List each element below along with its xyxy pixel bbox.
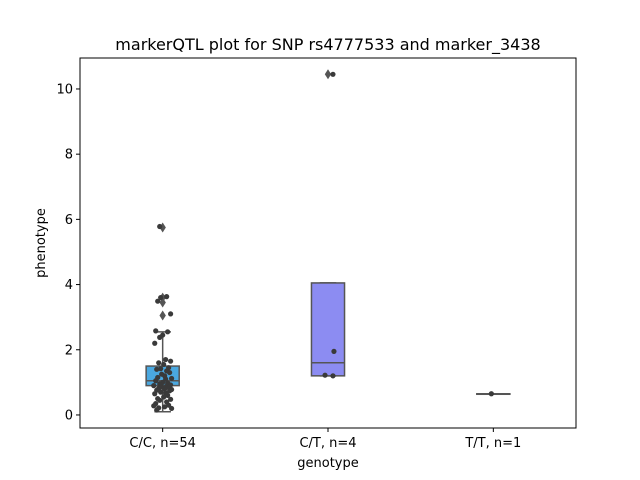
data-point [161, 394, 167, 400]
y-tick-label: 2 [65, 343, 73, 358]
y-tick-label: 8 [65, 148, 73, 163]
y-tick-label: 10 [56, 82, 73, 97]
data-point [167, 369, 173, 376]
data-point [157, 397, 163, 403]
y-tick-label: 4 [65, 278, 73, 293]
data-point [151, 383, 157, 389]
data-point [168, 358, 174, 364]
data-point [168, 396, 174, 402]
chart-title: markerQTL plot for SNP rs4777533 and mar… [115, 35, 540, 55]
data-point [168, 405, 175, 412]
data-point [163, 356, 169, 363]
data-point [164, 294, 170, 300]
plot-frame [79, 57, 577, 429]
y-tick-label: 0 [65, 408, 73, 423]
x-tick-label: C/T, n=4 [299, 436, 356, 451]
data-point [158, 295, 164, 301]
x-tick-label: T/T, n=1 [464, 436, 521, 451]
data-point [152, 340, 158, 346]
data-point [151, 403, 157, 409]
data-point [158, 389, 164, 395]
y-axis-label: phenotype [34, 208, 49, 278]
data-point [165, 329, 171, 335]
data-point [156, 360, 162, 366]
data-point [162, 386, 168, 392]
data-point [165, 392, 171, 399]
data-point [331, 348, 337, 354]
data-point [330, 71, 336, 77]
data-point [153, 378, 159, 384]
data-point [154, 366, 160, 372]
data-point [158, 366, 164, 372]
outlier-marker [159, 310, 166, 321]
outlier-marker [324, 69, 332, 80]
data-point [162, 404, 168, 410]
x-axis-label: genotype [297, 456, 358, 471]
data-point [168, 311, 174, 317]
data-point [330, 373, 336, 379]
data-point [161, 361, 167, 368]
data-point [154, 407, 160, 413]
y-tick-label: 6 [65, 213, 73, 228]
data-point [152, 391, 158, 397]
data-point [155, 298, 161, 304]
x-tick-label: C/C, n=54 [129, 436, 195, 451]
data-point [157, 223, 163, 230]
data-point [167, 388, 173, 394]
data-point [322, 372, 328, 378]
data-point [153, 328, 159, 334]
data-point [168, 375, 175, 382]
plot-area: 0 2 4 6 8 10 C/C, n=54 C/T, n=4 T/T, n=1 [56, 69, 521, 451]
box-body [310, 282, 346, 377]
data-point [157, 334, 163, 340]
data-point [488, 391, 494, 397]
